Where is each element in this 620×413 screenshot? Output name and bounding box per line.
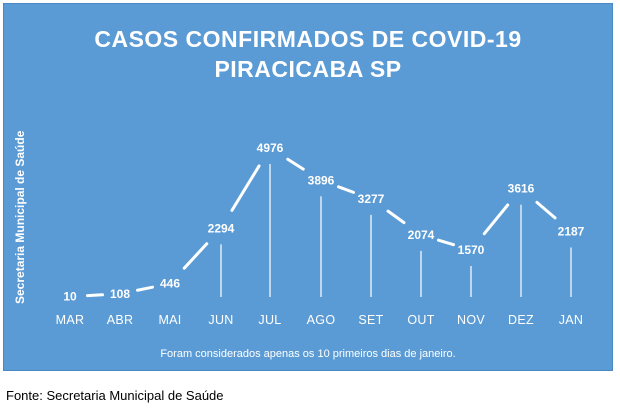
chart-title: CASOS CONFIRMADOS DE COVID-19 xyxy=(94,26,522,52)
data-label-jun: 2294 xyxy=(208,221,235,235)
line-segment-nov-dez xyxy=(482,203,510,236)
drop-lines xyxy=(220,164,572,297)
series-line xyxy=(86,157,557,298)
x-tick-jun: JUN xyxy=(208,313,233,327)
x-tick-ago: AGO xyxy=(307,313,336,327)
x-tick-nov: NOV xyxy=(457,313,485,327)
source-caption: Fonte: Secretaria Municipal de Saúde xyxy=(6,388,224,403)
data-label-out: 2074 xyxy=(408,228,435,242)
data-label-ago: 3896 xyxy=(308,173,335,187)
x-tick-set: SET xyxy=(358,313,383,327)
data-label-jan: 2187 xyxy=(558,225,585,239)
x-tick-mai: MAI xyxy=(158,313,181,327)
line-segment-ago-set xyxy=(337,185,355,194)
line-segment-jun-jul xyxy=(230,164,261,212)
line-segment-mar-abr xyxy=(86,293,104,298)
x-axis-ticks: MAR ABR MAI JUN JUL AGO SET OUT NOV DEZ JAN xyxy=(56,313,584,327)
data-label-mar: 10 xyxy=(63,290,77,304)
data-label-jul: 4976 xyxy=(257,141,284,155)
chart-subtitle: PIRACICABA SP xyxy=(214,56,402,82)
data-label-abr: 108 xyxy=(110,287,130,301)
x-tick-abr: ABR xyxy=(107,313,134,327)
line-segment-out-nov xyxy=(437,238,455,247)
line-segment-set-out xyxy=(386,209,406,225)
data-label-set: 3277 xyxy=(358,192,385,206)
line-segment-dez-jan xyxy=(535,200,557,220)
data-label-nov: 1570 xyxy=(458,243,485,257)
data-label-dez: 3616 xyxy=(508,182,535,196)
data-label-mai: 446 xyxy=(160,277,180,291)
chart-note: Foram considerados apenas os 10 primeiro… xyxy=(160,348,456,360)
line-segment-abr-mai xyxy=(136,285,154,292)
x-tick-jul: JUL xyxy=(258,313,281,327)
x-tick-out: OUT xyxy=(407,313,434,327)
x-tick-mar: MAR xyxy=(56,313,85,327)
x-tick-jan: JAN xyxy=(559,313,584,327)
line-segment-jul-ago xyxy=(286,157,305,171)
data-labels: 10 108 446 2294 4976 3896 3277 2074 1570 3616 2187 xyxy=(63,141,584,304)
x-tick-dez: DEZ xyxy=(508,313,534,327)
line-segment-mai-jun xyxy=(182,242,209,270)
chart-area: CASOS CONFIRMADOS DE COVID-19 PIRACICABA… xyxy=(3,3,613,371)
